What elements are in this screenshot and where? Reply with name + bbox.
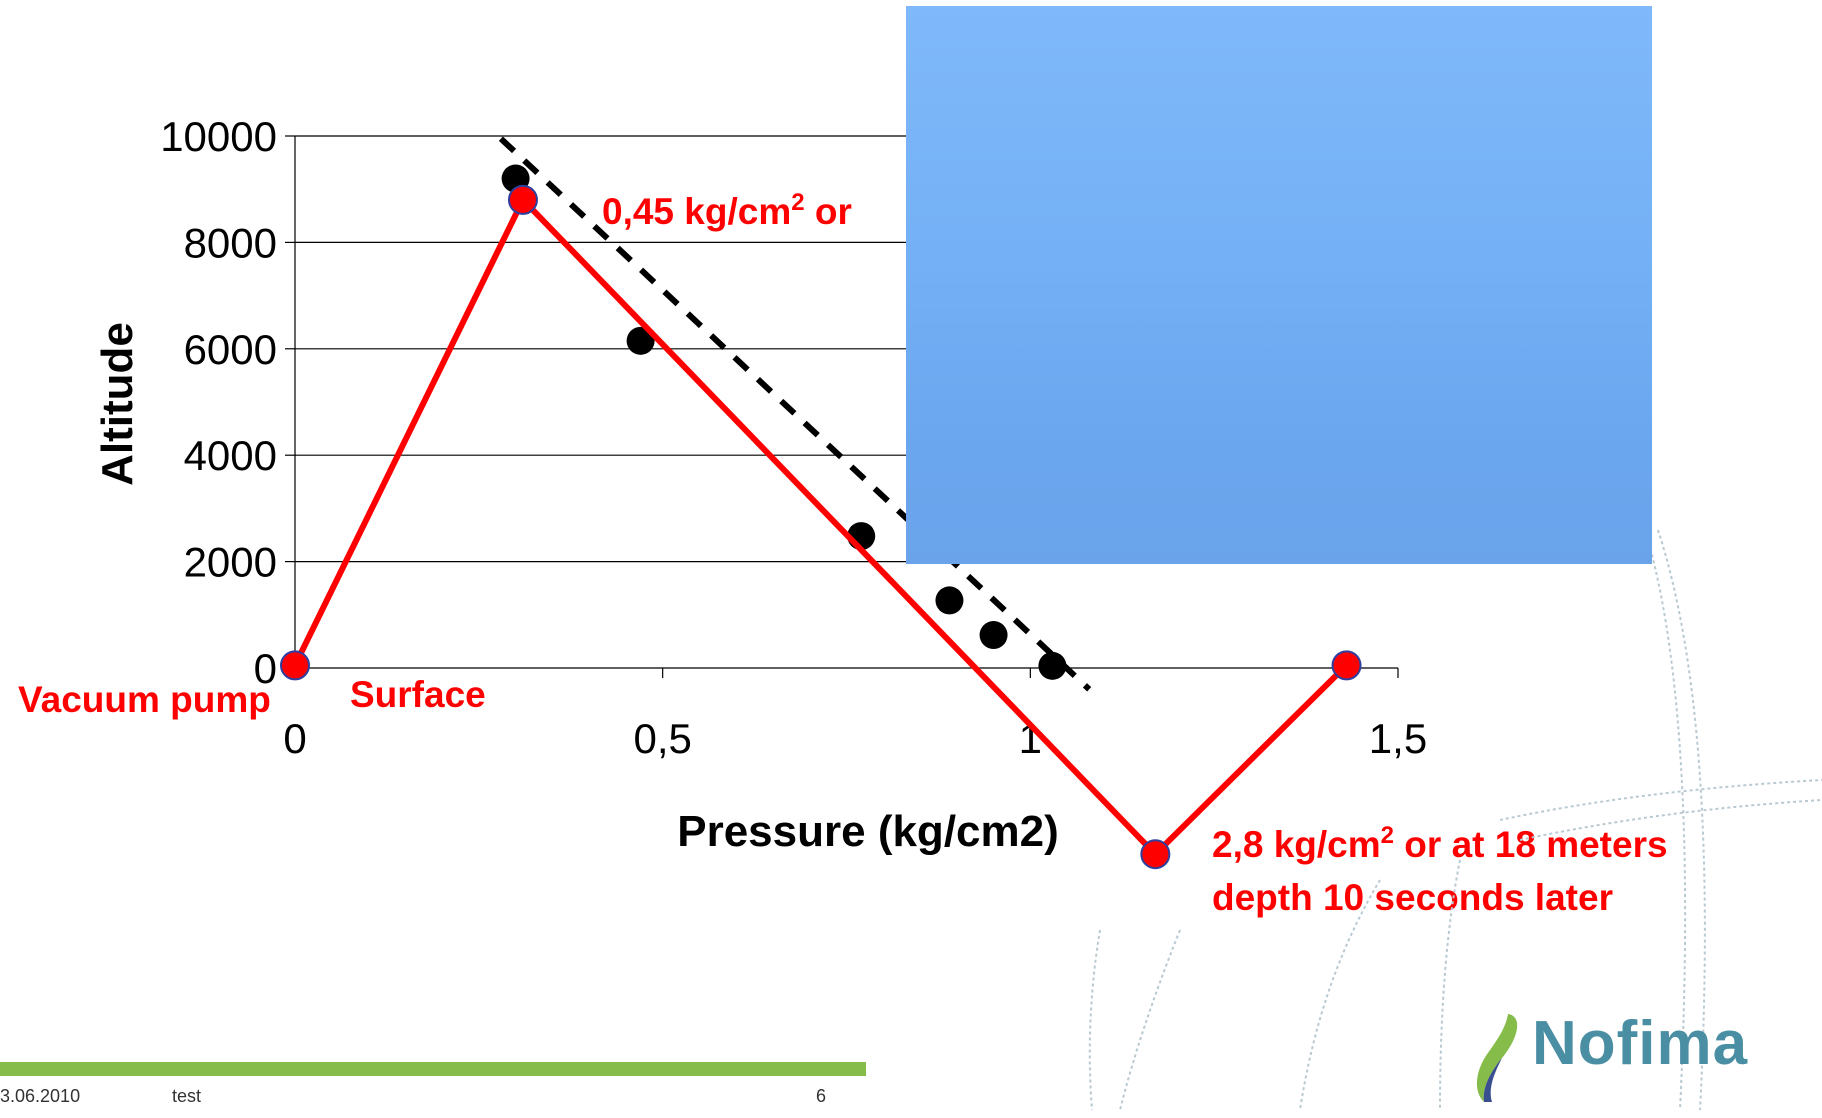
scatter-point <box>979 621 1008 650</box>
x-axis-title: Pressure (kg/cm2) <box>677 807 1059 856</box>
y-tick-labels: 0 2000 4000 6000 8000 10000 <box>160 113 277 692</box>
logo: Nofima <box>1462 1006 1762 1106</box>
trendline <box>498 136 1092 692</box>
y-tick-label: 8000 <box>184 219 277 266</box>
overlay-image-panel <box>906 6 1652 564</box>
logo-text: Nofima <box>1532 1009 1749 1078</box>
annotation-surface-label: Surface <box>350 674 486 715</box>
red-line-path <box>292 194 1349 859</box>
red-line-series <box>280 184 1362 870</box>
annotation-bottom-point-line2: depth 10 seconds later <box>1212 877 1613 918</box>
scatter-point <box>1038 651 1067 680</box>
footer-date: 3.06.2010 <box>0 1086 81 1106</box>
footer-bar <box>0 1062 866 1076</box>
red-line-point <box>280 650 310 681</box>
x-tick-label: 0,5 <box>633 715 691 762</box>
y-axis-title: Altitude <box>93 322 142 486</box>
y-tick-label: 0 <box>254 645 277 692</box>
annotation-top-point: 0,45 kg/cm2 or <box>602 189 852 232</box>
trendline-path <box>498 136 1092 692</box>
x-tick-label: 1,5 <box>1369 715 1427 762</box>
logo-swoosh-icon <box>1476 1014 1518 1102</box>
scatter-point <box>935 586 964 615</box>
y-tick-label: 2000 <box>184 539 277 586</box>
annotation-bottom-point: 2,8 kg/cm2 or at 18 meters <box>1212 822 1668 865</box>
red-line-point <box>1331 650 1362 681</box>
footer-text: test <box>172 1086 202 1106</box>
y-tick-label: 6000 <box>184 326 277 373</box>
y-tick-label: 10000 <box>160 113 277 160</box>
red-line-point <box>1140 839 1171 870</box>
decorative-waves <box>1088 519 1822 1111</box>
footer-page-number: 6 <box>816 1086 827 1106</box>
red-line-point <box>507 184 538 215</box>
x-tick-label: 0 <box>283 715 306 762</box>
annotation-left-label: Vacuum pump <box>18 679 271 720</box>
y-tick-label: 4000 <box>184 432 277 479</box>
scatter-point <box>626 326 655 355</box>
